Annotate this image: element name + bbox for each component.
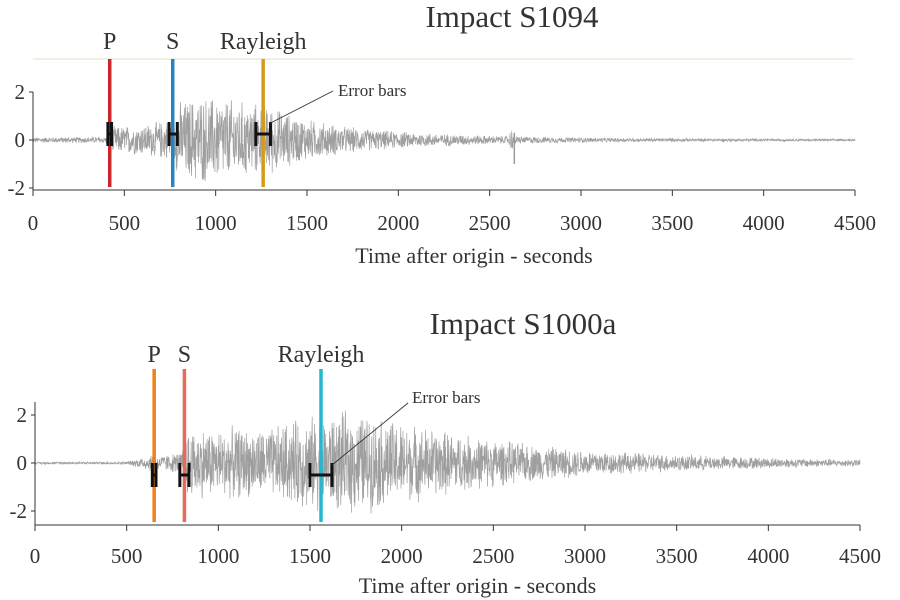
x-tick-label: 0 [30, 544, 41, 568]
seismogram-trace [34, 410, 861, 514]
chart-panel-2: Impact S1000a 0 500 1000 1500 2000 2500 3000 350… [10, 306, 882, 598]
x-tick-label: 2000 [381, 544, 423, 568]
phase-marker-label: Rayleigh [220, 29, 307, 55]
x-tick-label: 0 [28, 211, 39, 235]
x-tick-label: 4000 [747, 544, 789, 568]
x-tick-label: 2000 [377, 211, 419, 235]
x-axis-label: Time after origin - seconds [355, 243, 592, 268]
x-tick-label: 1500 [286, 211, 328, 235]
y-tick-label: -2 [10, 499, 28, 523]
y-tick-label: 0 [17, 451, 28, 475]
annotation-text: Error bars [338, 81, 406, 100]
x-tick-label: 3000 [560, 211, 602, 235]
y-tick-label: 2 [15, 80, 26, 104]
x-tick-label: 1000 [197, 544, 239, 568]
phase-marker-label: P [147, 342, 160, 368]
x-tick-label: 4500 [839, 544, 881, 568]
x-tick-label: 4000 [743, 211, 785, 235]
x-tick-label: 3000 [564, 544, 606, 568]
annotation-leader-line [331, 402, 409, 466]
y-tick-label: -2 [8, 176, 26, 200]
phase-marker-label: P [103, 29, 116, 55]
x-axis-label: Time after origin - seconds [359, 573, 596, 598]
y-tick-label: 2 [17, 403, 28, 427]
phase-marker-label: S [166, 29, 179, 55]
x-tick-label: 4500 [834, 211, 876, 235]
x-tick-label: 500 [109, 211, 141, 235]
x-tick-label: 1000 [195, 211, 237, 235]
x-tick-label: 3500 [656, 544, 698, 568]
chart-panel-1: Impact S1094 0 500 1000 1500 2000 2500 3000 3500… [8, 0, 877, 268]
x-tick-label: 500 [111, 544, 143, 568]
x-tick-label: 3500 [651, 211, 693, 235]
x-tick-label: 1500 [289, 544, 331, 568]
annotation-text: Error bars [412, 388, 480, 407]
phase-marker-label: Rayleigh [278, 342, 365, 368]
chart-title: Impact S1000a [430, 306, 617, 341]
seismogram-trace [32, 100, 856, 181]
chart-title: Impact S1094 [425, 0, 599, 34]
phase-marker-label: S [178, 342, 191, 368]
y-tick-label: 0 [15, 128, 26, 152]
annotation-leader-line [268, 90, 334, 125]
x-tick-label: 2500 [469, 211, 511, 235]
x-tick-label: 2500 [472, 544, 514, 568]
